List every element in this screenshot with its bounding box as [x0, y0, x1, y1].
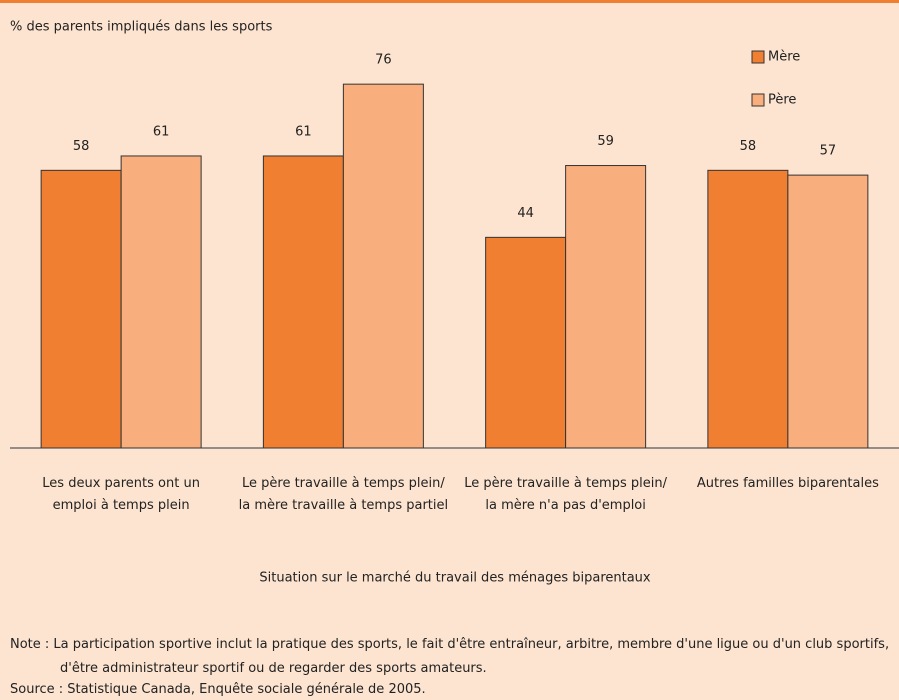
bar: [565, 165, 647, 449]
chart-title: % des parents impliqués dans les sports: [10, 20, 273, 35]
bar: [342, 83, 424, 449]
data-label: 59: [597, 134, 614, 149]
note: Note : La participation sportive inclut …: [10, 637, 890, 676]
data-label: 58: [73, 139, 90, 154]
data-label: 61: [295, 124, 312, 139]
bar: [120, 155, 202, 449]
data-label: 44: [517, 206, 534, 221]
data-label: 76: [375, 53, 392, 68]
x-tick-label: Le père travaille à temps plein/la mère …: [464, 476, 667, 513]
data-label: 61: [153, 124, 170, 139]
x-axis-label: Situation sur le marché du travail des m…: [259, 571, 651, 586]
bar: [485, 236, 567, 449]
legend-label: Père: [768, 93, 796, 108]
bar: [262, 155, 344, 449]
legend-label: Mère: [768, 50, 800, 65]
legend-swatch: [751, 93, 765, 107]
data-label: 58: [740, 139, 757, 154]
bar: [787, 174, 869, 449]
data-label: 57: [820, 144, 837, 159]
source: Source : Statistique Canada, Enquête soc…: [10, 682, 426, 697]
legend-swatch: [751, 50, 765, 64]
chart: % des parents impliqués dans les sports …: [10, 20, 899, 586]
bar: [707, 169, 789, 449]
x-tick-label: Autres familles biparentales: [697, 476, 879, 491]
bar: [40, 169, 122, 449]
x-tick-label: Les deux parents ont un emploi à temps pl…: [42, 476, 200, 513]
x-tick-label: Le père travaille à temps plein/la mère …: [239, 476, 449, 513]
